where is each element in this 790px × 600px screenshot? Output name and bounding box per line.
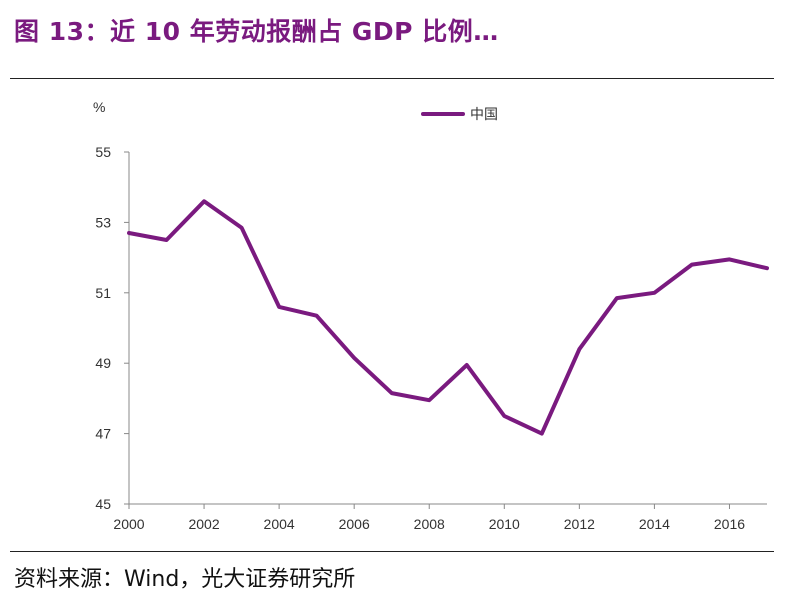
x-tick-label: 2016 bbox=[714, 516, 745, 532]
y-axis: 45 47 49 51 53 55 bbox=[95, 144, 130, 512]
legend: 中国 bbox=[421, 106, 498, 122]
y-tick-label: 47 bbox=[95, 426, 111, 442]
y-tick-label: 53 bbox=[95, 214, 111, 230]
x-tick-label: 2006 bbox=[339, 516, 370, 532]
source-note: 资料来源：Wind，光大证券研究所 bbox=[14, 567, 356, 592]
x-tick-label: 2012 bbox=[564, 516, 595, 532]
series-layer bbox=[127, 199, 769, 436]
x-tick-label: 2002 bbox=[188, 516, 219, 532]
y-tick-label: 45 bbox=[95, 496, 111, 512]
x-tick-label: 2010 bbox=[489, 516, 520, 532]
series-line bbox=[127, 199, 769, 436]
y-tick-label: 51 bbox=[95, 285, 111, 301]
figure-title: 图 13：近 10 年劳动报酬占 GDP 比例… bbox=[14, 17, 499, 46]
y-axis-unit-label: % bbox=[93, 99, 105, 115]
y-tick-label: 55 bbox=[95, 144, 111, 160]
top-rule bbox=[10, 78, 774, 79]
x-tick-label: 2008 bbox=[414, 516, 445, 532]
x-tick-label: 2014 bbox=[639, 516, 670, 532]
y-tick-label: 49 bbox=[95, 355, 111, 371]
x-tick-label: 2004 bbox=[264, 516, 295, 532]
legend-label: 中国 bbox=[470, 106, 498, 122]
x-tick-label: 2000 bbox=[113, 516, 144, 532]
x-axis: 2000 2002 2004 2006 2008 2010 2012 2014 2016 bbox=[113, 503, 767, 532]
bottom-rule bbox=[10, 551, 774, 552]
